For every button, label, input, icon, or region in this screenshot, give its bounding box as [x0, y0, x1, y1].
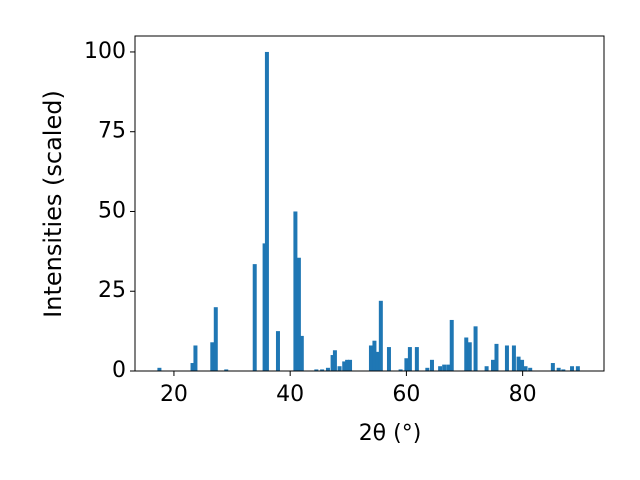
bar: [511, 345, 516, 371]
y-tick-label: 50: [98, 198, 126, 223]
bar: [293, 211, 298, 371]
bar: [523, 366, 528, 371]
bar: [575, 366, 580, 371]
bar: [446, 364, 451, 371]
x-tick-label: 60: [392, 382, 420, 407]
bar: [314, 369, 319, 371]
bar: [504, 345, 509, 371]
bar: [320, 369, 325, 371]
bar: [224, 369, 229, 371]
bar: [484, 366, 489, 371]
bar: [438, 366, 443, 371]
bar: [275, 331, 280, 371]
bar: [528, 367, 533, 371]
bar: [325, 367, 330, 371]
bar: [467, 342, 472, 371]
bar: [330, 355, 335, 371]
bar: [561, 369, 566, 371]
bar: [442, 364, 447, 371]
x-tick-label: 40: [276, 382, 304, 407]
bar: [404, 358, 409, 371]
y-tick-label: 75: [98, 119, 126, 144]
bar: [190, 363, 195, 371]
bar: [348, 359, 353, 371]
bar: [378, 300, 383, 371]
plot-frame: [134, 35, 605, 372]
bar: [520, 359, 525, 371]
bar: [345, 359, 350, 371]
bar: [368, 345, 373, 371]
bar: [342, 361, 347, 371]
bar: [414, 347, 419, 371]
bar: [429, 359, 434, 371]
bar: [494, 343, 499, 371]
bar: [425, 367, 430, 371]
bar: [213, 307, 218, 371]
bar: [570, 366, 575, 371]
y-tick-label: 100: [84, 39, 126, 64]
bar: [264, 51, 269, 371]
x-tick-label: 80: [509, 382, 537, 407]
y-axis-label: Intensities (scaled): [39, 90, 67, 318]
bar: [157, 367, 162, 371]
bar: [449, 319, 454, 371]
bar: [252, 264, 257, 371]
bar: [464, 337, 469, 371]
y-tick-label: 25: [98, 278, 126, 303]
bar: [210, 342, 215, 371]
bar: [556, 367, 561, 371]
bar: [337, 366, 342, 371]
bar: [407, 347, 412, 371]
bar: [473, 326, 478, 371]
bar: [516, 356, 521, 371]
bar: [372, 340, 377, 371]
bar: [299, 335, 304, 371]
bar: [193, 345, 198, 371]
bar: [386, 347, 391, 371]
y-tick-label: 0: [112, 358, 126, 383]
bar: [490, 359, 495, 371]
bar: [332, 350, 337, 371]
bar: [296, 257, 301, 371]
x-axis-label: 2θ (°): [359, 421, 422, 446]
bar: [375, 351, 380, 371]
x-tick-label: 20: [160, 382, 188, 407]
bar: [262, 243, 267, 371]
bar: [398, 369, 403, 371]
bar: [550, 363, 555, 371]
